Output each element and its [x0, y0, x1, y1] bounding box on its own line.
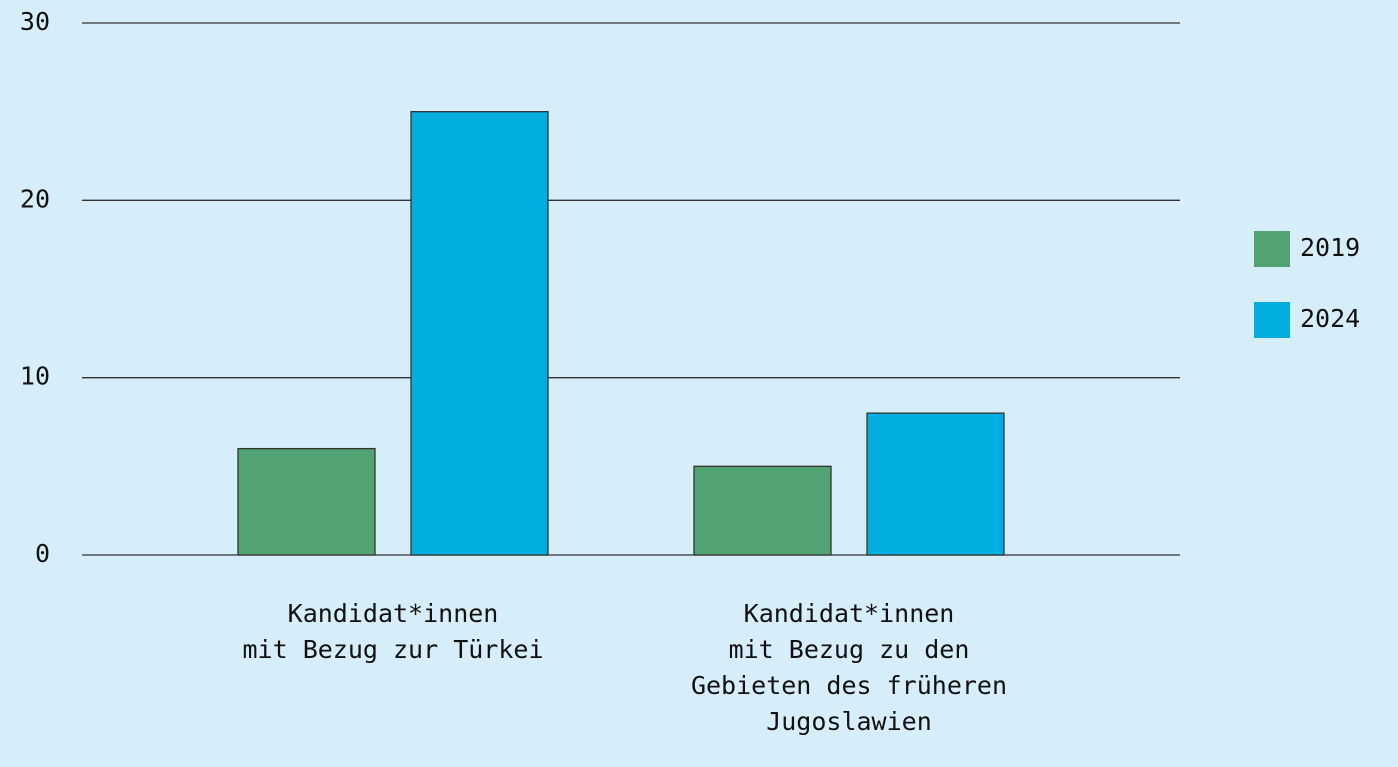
legend-swatch [1254, 231, 1290, 267]
bar [693, 465, 832, 556]
y-tick-label: 20 [20, 184, 50, 213]
legend-label: 2024 [1300, 304, 1360, 333]
x-tick-label: Kandidat*innen mit Bezug zu den Gebieten… [690, 599, 1008, 736]
y-tick-label: 10 [20, 362, 50, 391]
y-tick-label: 0 [35, 539, 50, 568]
bar [866, 412, 1005, 556]
x-tick-label: Kandidat*innen mit Bezug zur Türkei [242, 599, 544, 664]
bar [237, 447, 376, 556]
bar [410, 111, 549, 556]
legend-label: 2019 [1300, 233, 1360, 262]
y-tick-label: 30 [20, 7, 50, 36]
legend-swatch [1254, 302, 1290, 338]
